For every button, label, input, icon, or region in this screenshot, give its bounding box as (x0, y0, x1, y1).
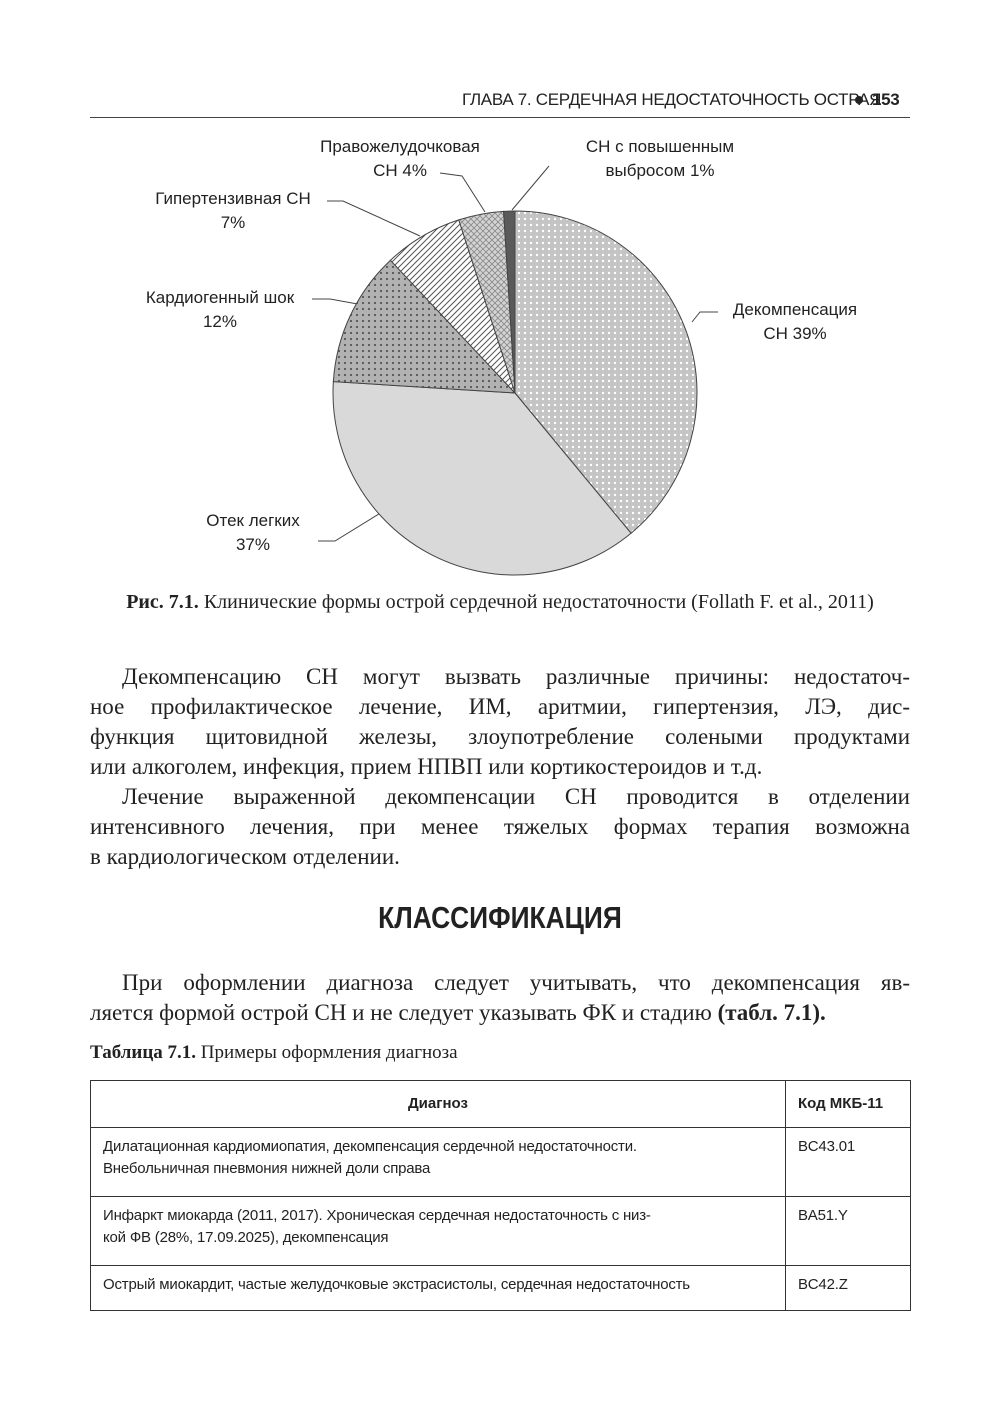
pie-label: Отек легких 37% (206, 509, 299, 557)
table-cell: BC43.01 (785, 1127, 911, 1197)
leaders (312, 165, 718, 542)
cell-line: Инфаркт миокарда (2011, 2017). Хроническ… (103, 1207, 651, 1224)
table-label: Таблица 7.1. (90, 1042, 197, 1063)
cell-line: кой ФВ (28%, 17.09.2025), декомпенсация (103, 1229, 389, 1246)
table-header-row: Диагноз Код МКБ-11 (90, 1080, 911, 1128)
category-label: Кардиогенный шок (145, 288, 295, 307)
table-cell: BA51.Y (785, 1196, 911, 1266)
table-caption: Таблица 7.1. Примеры оформления диагноза (90, 1042, 458, 1064)
pie-label: Кардиогенный шок 12% (146, 286, 294, 334)
table-cell: Инфаркт миокарда (2011, 2017). Хроническ… (90, 1196, 786, 1266)
leader-line (691, 311, 718, 323)
table-row: Дилатационная кардиомиопатия, декомпенса… (90, 1127, 911, 1197)
category-label: СН с повышенным выбросом (585, 137, 735, 180)
text-line: ляется формой острой СН и не следует ука… (90, 998, 910, 1028)
cell-line: Внебольничная пневмония нижней доли спра… (103, 1160, 431, 1177)
category-label: Гипертензивная СН (155, 189, 311, 208)
page-number: 153 (872, 90, 900, 109)
caption-label: Рис. 7.1. (126, 591, 199, 613)
pie-sector (332, 381, 632, 576)
table-cell: Дилатационная кардиомиопатия, декомпенса… (90, 1127, 786, 1197)
text-line: в кардиологическом отделении. (90, 844, 400, 869)
text-line: При оформлении диагноза следует учитыват… (122, 968, 910, 998)
pie-label: Правожелудочковая СН 4% (315, 135, 485, 183)
pie-sector (332, 259, 517, 394)
text-line: ное профилактическое лечение, ИМ, аритми… (90, 694, 910, 719)
value-label: 4% (402, 161, 427, 180)
pie-label: СН с повышенным выбросом 1% (580, 135, 740, 183)
text-line: функция щитовидной железы, злоупотреблен… (90, 724, 910, 749)
pie-sector (514, 210, 698, 534)
text-run: При оформлении диагноза следует учитыват… (122, 970, 910, 995)
table-row: Инфаркт миокарда (2011, 2017). Хроническ… (90, 1196, 911, 1266)
text-run: ляется формой острой СН и не следует ука… (90, 1000, 712, 1025)
header-rule (90, 117, 910, 118)
cell-line: BA51.Y (798, 1207, 848, 1224)
category-label: Декомпенсация СН (732, 300, 858, 343)
value-label: 1% (689, 161, 715, 180)
category-label: Отек легких (206, 511, 300, 530)
value-label: 39% (792, 324, 827, 343)
leader-line (312, 298, 364, 306)
value-label: 12% (202, 312, 238, 331)
value-label: 37% (235, 535, 271, 554)
table-header-cell: Код МКБ-11 (785, 1080, 911, 1128)
caption-text: Клинические формы острой сердечной недос… (203, 591, 874, 613)
value-label: 7% (220, 213, 246, 232)
table-cell: Острый миокардит, частые желудочковые эк… (90, 1265, 786, 1311)
cell-line: Острый миокардит, частые желудочковые эк… (103, 1276, 690, 1293)
figure-caption: Рис. 7.1. Клинические формы острой серде… (90, 590, 910, 615)
table-cell: BC42.Z (785, 1265, 911, 1311)
text-line: интенсивного лечения, при менее тяжелых … (90, 814, 910, 839)
leader-line (511, 165, 550, 211)
table-title: Примеры оформления диагноза (200, 1042, 458, 1063)
pie-chart (312, 165, 718, 576)
table-reference: (табл. 7.1). (717, 1000, 826, 1025)
running-head: ГЛАВА 7. СЕРДЕЧНАЯ НЕДОСТАТОЧНОСТЬ ОСТРА… (462, 90, 882, 109)
pie-label: Гипертензивная СН 7% (155, 187, 311, 235)
table-row: Острый миокардит, частые желудочковые эк… (90, 1265, 911, 1311)
diagnosis-table: Диагноз Код МКБ-11 Дилатационная кардиомио… (90, 1080, 911, 1311)
pie-sector (503, 210, 516, 394)
table-header-cell: Диагноз (90, 1080, 786, 1128)
cell-line: BC42.Z (798, 1276, 848, 1293)
cell-line: BC43.01 (798, 1138, 855, 1155)
text-line: Декомпенсацию СН могут вызвать различные… (122, 664, 910, 689)
text-line: Лечение выраженной декомпенсации СН пров… (122, 784, 910, 809)
section-heading: КЛАССИФИКАЦИЯ (378, 900, 622, 935)
pie-label: Декомпенсация СН 39% (725, 298, 865, 346)
leader-line (439, 172, 486, 213)
cell-line: Дилатационная кардиомиопатия, декомпенса… (103, 1138, 637, 1155)
bullet (855, 96, 863, 104)
leader-line (327, 200, 421, 237)
text-line: или алкоголем, инфекция, прием НПВП или … (90, 754, 763, 779)
category-label: Правожелудочковая СН (320, 137, 480, 180)
leader-line (318, 511, 383, 542)
